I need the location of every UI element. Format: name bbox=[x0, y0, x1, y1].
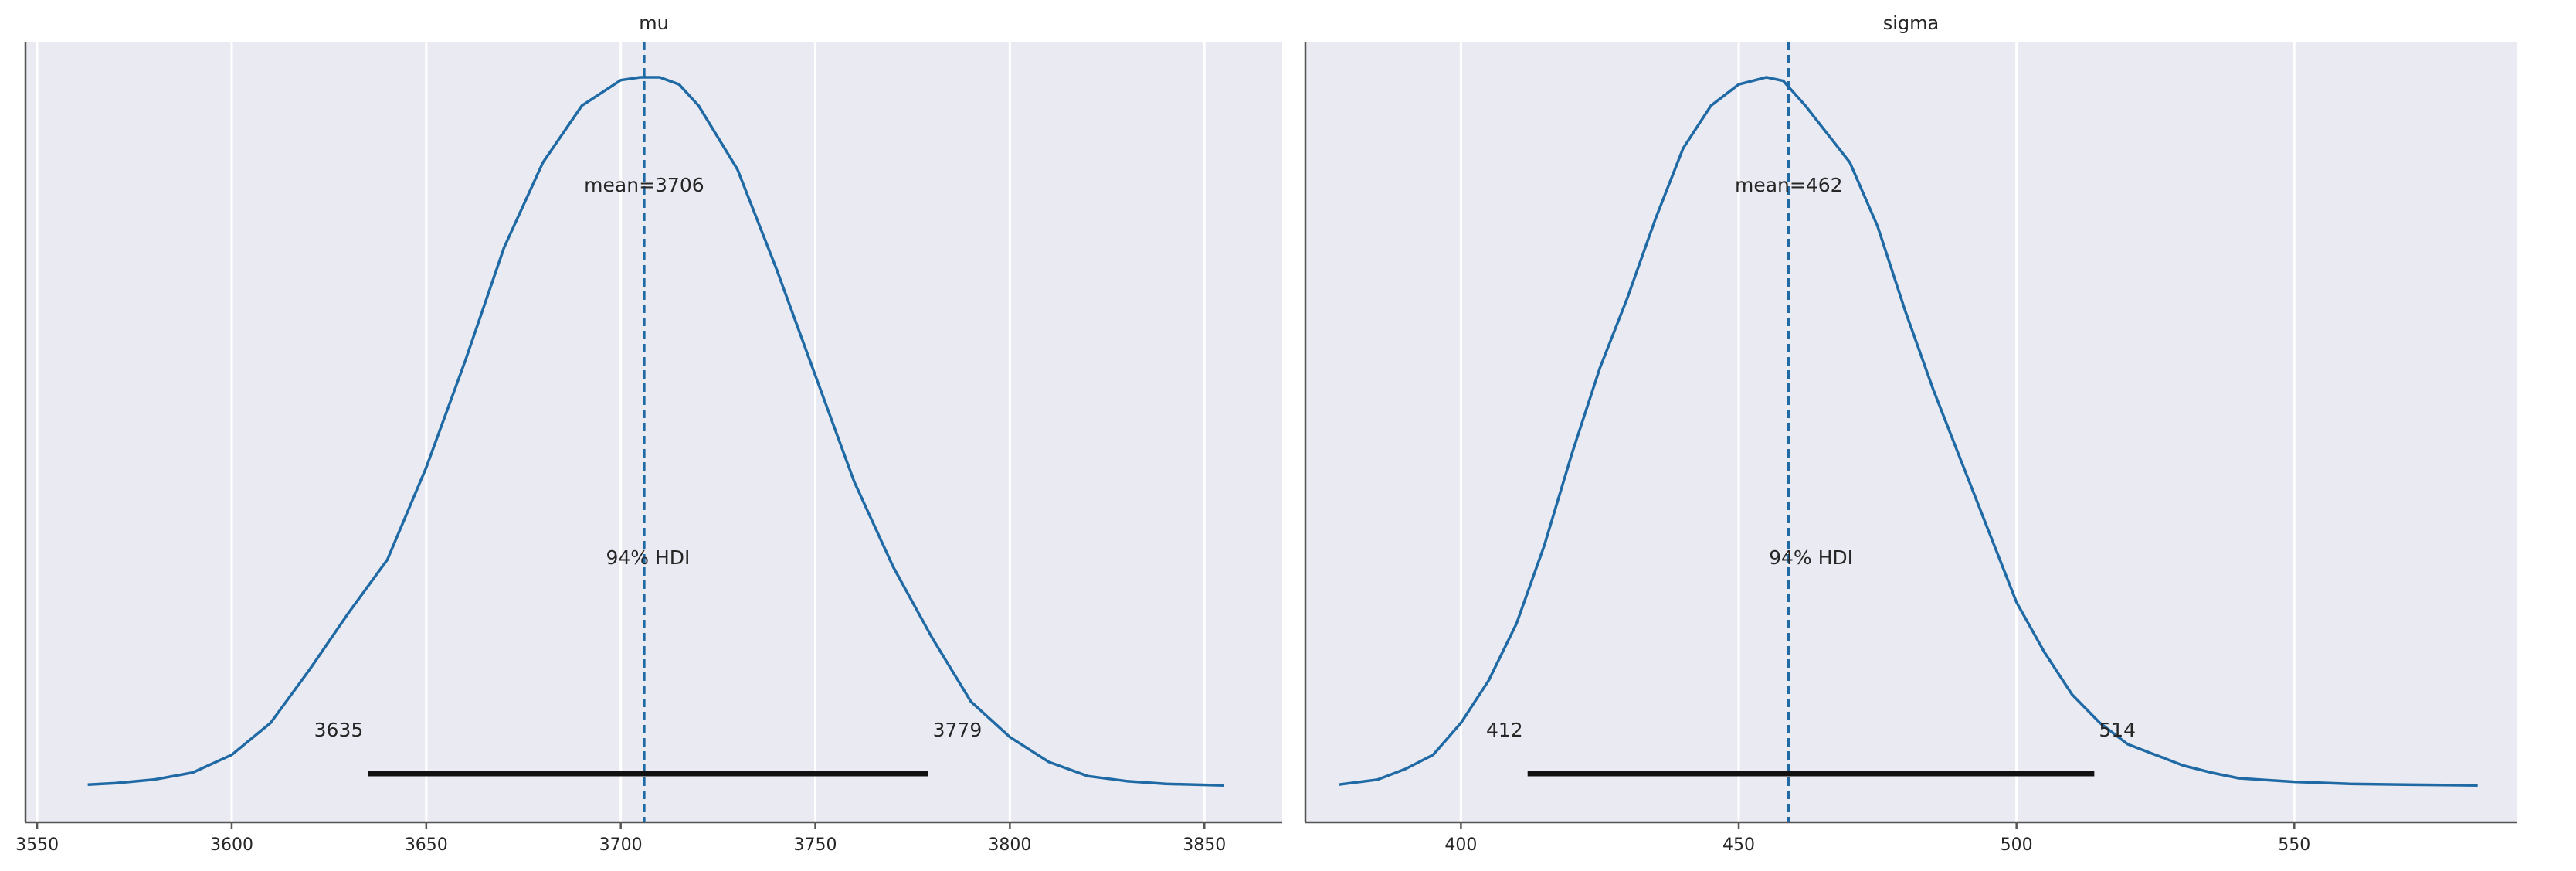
x-tick-label: 550 bbox=[2278, 835, 2310, 855]
x-tick-label: 3550 bbox=[15, 835, 59, 855]
panel-mu: 3550 3600 3650 3700 3750 3800 3850 mu mean=3706 9… bbox=[15, 12, 1282, 855]
plot-area bbox=[1305, 42, 2517, 822]
x-tick-label: 3700 bbox=[599, 835, 643, 855]
x-tick-label: 500 bbox=[2001, 835, 2033, 855]
x-tick-label: 3800 bbox=[988, 835, 1031, 855]
hdi-label: 94% HDI bbox=[606, 546, 690, 569]
x-tick-label: 3850 bbox=[1183, 835, 1226, 855]
density-curve bbox=[1338, 76, 2478, 787]
mean-label: mean=462 bbox=[1735, 174, 1843, 196]
hdi-low-label: 3635 bbox=[314, 719, 364, 741]
x-tick-label: 3600 bbox=[210, 835, 253, 855]
plot-area bbox=[25, 42, 1282, 822]
x-tick-label: 3650 bbox=[405, 835, 448, 855]
x-tick-label: 450 bbox=[1722, 835, 1755, 855]
hdi-label: 94% HDI bbox=[1769, 546, 1853, 569]
panel-title: mu bbox=[639, 12, 669, 34]
density-curve bbox=[87, 76, 1224, 787]
x-tick-label: 3750 bbox=[794, 835, 837, 855]
panel-sigma: 400 450 500 550 sigma mean=462 94% HDI 412 514 bbox=[1304, 12, 2517, 855]
panel-title: sigma bbox=[1883, 12, 1940, 34]
mean-label: mean=3706 bbox=[584, 174, 704, 196]
hdi-low-label: 412 bbox=[1486, 719, 1523, 741]
hdi-high-label: 3779 bbox=[933, 719, 983, 741]
hdi-high-label: 514 bbox=[2099, 719, 2136, 741]
x-tick-label: 400 bbox=[1444, 835, 1477, 855]
